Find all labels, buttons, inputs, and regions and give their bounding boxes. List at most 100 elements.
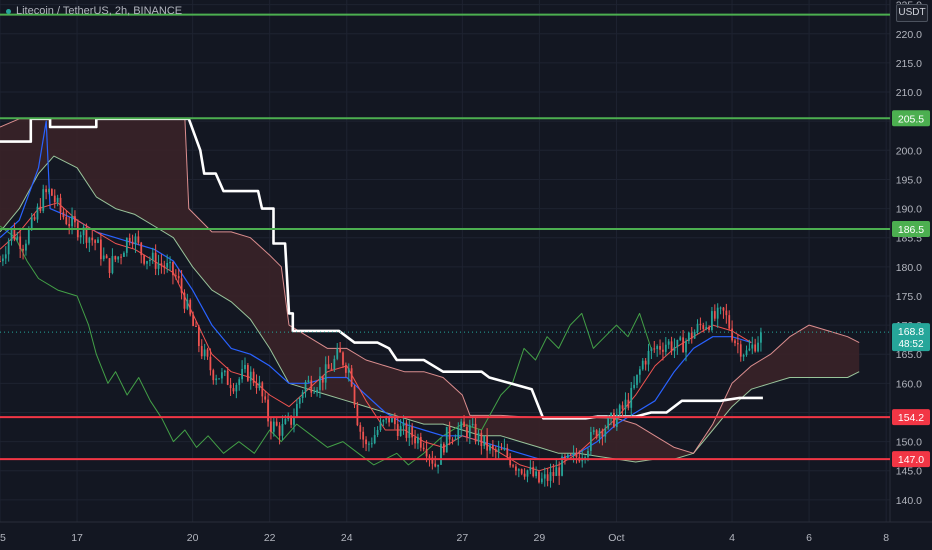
candle-body: [520, 469, 523, 474]
y-tick-label: 150.0: [896, 437, 922, 449]
candle-body: [589, 432, 592, 451]
candle-body: [745, 350, 748, 356]
candle-body: [102, 255, 105, 260]
candle-body: [575, 452, 578, 458]
candle-body: [347, 368, 350, 373]
candle-body: [595, 430, 598, 438]
candle-body: [10, 229, 13, 241]
candle-body: [419, 436, 422, 448]
symbol-title: Litecoin / TetherUS, 2h, BINANCE: [16, 5, 183, 17]
last-price-tag: [892, 323, 930, 352]
candle-body: [241, 368, 244, 380]
candle-body: [731, 328, 733, 341]
candle-body: [226, 370, 229, 385]
candle-body: [679, 337, 682, 340]
candle-body: [708, 327, 710, 330]
candle-body: [497, 448, 500, 453]
x-tick-label: 20: [187, 532, 199, 544]
x-tick-label: Oct: [608, 532, 624, 544]
candle-body: [434, 463, 437, 467]
candle-body: [532, 466, 535, 477]
candle-body: [471, 423, 474, 426]
candle-body: [382, 419, 385, 422]
candle-body: [316, 389, 318, 393]
candle-body: [584, 457, 586, 459]
candle-body: [607, 417, 610, 429]
x-tick-label: 4: [729, 532, 735, 544]
candle-body: [477, 432, 480, 442]
candle-body: [232, 388, 235, 392]
candle-body: [25, 243, 27, 251]
y-tick-label: 175.0: [896, 291, 922, 303]
candle-body: [97, 239, 99, 243]
candle-body: [506, 447, 509, 457]
candle-body: [33, 217, 36, 220]
candle-body: [463, 421, 465, 427]
y-tick-label: 160.0: [896, 378, 922, 390]
x-tick-label: 15: [0, 532, 6, 544]
chikou-line: [0, 225, 652, 466]
y-tick-label: 140.0: [896, 495, 922, 507]
span_a-line: [0, 155, 860, 463]
candle-body: [169, 262, 171, 264]
candle-body: [0, 261, 1, 262]
candle-body: [197, 326, 200, 347]
candle-body: [59, 197, 62, 213]
candle-body: [79, 235, 82, 238]
candle-body: [491, 445, 494, 450]
candle-body: [685, 340, 687, 353]
candle-body: [517, 469, 520, 471]
candle-body: [215, 378, 218, 381]
candle-body: [601, 430, 604, 437]
candle-body: [618, 405, 621, 415]
candle-body: [454, 439, 457, 441]
candle-body: [68, 223, 71, 227]
candle-body: [146, 261, 148, 264]
candle-body: [402, 422, 405, 427]
candle-body: [56, 197, 59, 203]
candle-body: [503, 447, 506, 450]
candle-body: [223, 370, 226, 373]
x-tick-label: 6: [806, 532, 812, 544]
candle-body: [742, 355, 745, 357]
candle-body: [546, 474, 549, 481]
candle-body: [319, 376, 321, 390]
y-tick-label: 165.0: [896, 349, 922, 361]
candle-body: [105, 255, 108, 259]
candle-body: [209, 356, 212, 371]
candle-body: [566, 454, 569, 459]
level-price-label: 205.5: [898, 113, 924, 125]
candle-body: [310, 380, 313, 393]
candle-body: [656, 346, 659, 349]
currency-button[interactable]: USDT: [896, 4, 928, 22]
candle-body: [457, 428, 460, 440]
symbol-header[interactable]: Litecoin / TetherUS, 2h, BINANCE: [6, 5, 182, 17]
candle-body: [114, 256, 117, 260]
candle-body: [246, 364, 249, 381]
candle-body: [174, 275, 177, 277]
candle-body: [664, 344, 667, 352]
candle-body: [200, 346, 203, 357]
y-tick-label: 200.0: [896, 145, 922, 157]
candle-body: [148, 259, 151, 262]
candle-body: [604, 428, 607, 437]
candle-body: [344, 364, 347, 373]
time-axis[interactable]: 15 17 20 22 24 27 29 Oct 4 6 8: [0, 532, 889, 544]
candle-body: [71, 216, 73, 227]
candle-body: [391, 416, 393, 423]
candle-body: [564, 456, 566, 459]
level-price-tag: [892, 220, 930, 237]
price-axis[interactable]: 140.0145.0150.0155.0160.0165.0170.0175.0…: [892, 0, 930, 507]
candle-body: [275, 421, 278, 426]
candle-body: [99, 239, 102, 260]
y-tick-label: 190.0: [896, 204, 922, 216]
candle-body: [203, 349, 206, 357]
candle-body: [94, 240, 97, 243]
candle-body: [258, 382, 261, 389]
candle-body: [690, 332, 693, 339]
level-price-label: 186.5: [898, 224, 924, 236]
candle-body: [500, 448, 503, 450]
candle-body: [327, 364, 330, 369]
candle-body: [711, 311, 713, 330]
